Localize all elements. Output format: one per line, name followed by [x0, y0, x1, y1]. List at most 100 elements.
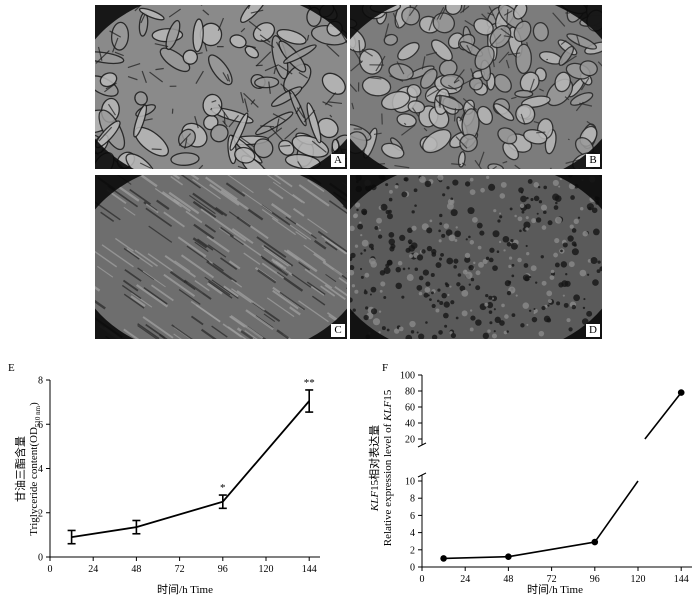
lipid-granule [499, 212, 502, 215]
micrograph-background [350, 175, 602, 339]
fiber-streak [317, 230, 347, 253]
lipid-granule [519, 203, 525, 209]
fiber-streak [230, 314, 264, 339]
lipid-granule [422, 269, 429, 276]
lipid-granule [450, 197, 454, 201]
lipid-granule [395, 266, 402, 273]
fiber-streak [121, 284, 142, 300]
fiber-streak [223, 285, 239, 298]
fiber-streak [292, 193, 306, 204]
lipid-granule [503, 249, 506, 252]
x-tick-label: 48 [503, 574, 513, 585]
fiber-streak [271, 217, 296, 236]
fiber-streak [313, 239, 327, 250]
lipid-granule [550, 269, 555, 274]
lipid-granule [376, 217, 382, 224]
lipid-granule [522, 302, 530, 309]
fiber-streak [183, 280, 196, 291]
chart-f-xlabel: 时间/h Time [527, 583, 583, 596]
cell-edge [580, 77, 590, 91]
cell-edge [352, 48, 363, 64]
fiber-streak [192, 200, 217, 219]
lipid-granule [465, 238, 468, 241]
panel-label-b: B [586, 154, 600, 167]
lipid-granule [562, 242, 568, 248]
cell-edge [505, 59, 510, 69]
fiber-streak [220, 189, 250, 211]
lipid-granule [449, 285, 452, 288]
lipid-granule [449, 331, 453, 335]
cell-edge [461, 77, 475, 86]
fiber-streak [303, 244, 326, 261]
lipid-granule [508, 280, 512, 284]
lipid-granule [599, 266, 602, 272]
chart-e-ylabel-en: Triglyceride content(OD510 nm) [28, 402, 42, 536]
lipid-granule [352, 308, 356, 312]
cell-edge [481, 13, 494, 26]
lipid-granule [423, 292, 429, 298]
cell-edge [195, 52, 203, 55]
lipid-granule [439, 213, 443, 218]
cell-edge [403, 122, 407, 126]
fiber-streak [195, 304, 221, 323]
lipid-granule [363, 314, 369, 321]
cell-edge [423, 127, 428, 132]
fiber-streak [207, 280, 233, 299]
fiber-streak [257, 269, 277, 284]
cell-edge [560, 39, 567, 46]
lipid-granule [479, 230, 485, 236]
lipid-granule [580, 206, 584, 211]
cell-edge [474, 159, 483, 169]
cell-edge [520, 113, 526, 125]
lipid-granule [454, 230, 461, 238]
lipid-granule [380, 281, 386, 287]
lipid-granule [533, 307, 536, 310]
x-tick-label: 96 [218, 564, 228, 575]
lipid-granule [547, 299, 552, 304]
cell-edge [470, 68, 475, 77]
lipid-granule [469, 177, 474, 182]
lipid-granule [571, 304, 577, 310]
fiber-streak [126, 248, 153, 268]
cell-edge [264, 64, 279, 72]
lipid-granule [431, 303, 436, 309]
lipid-granule [429, 298, 432, 302]
series-segment [594, 480, 639, 543]
lipid-granule [468, 283, 471, 286]
lipid-granule [438, 239, 442, 243]
cell-shape [133, 104, 148, 138]
x-tick-label: 144 [674, 574, 689, 585]
fiber-streak [95, 299, 106, 310]
cell-edge [492, 59, 495, 68]
x-tick-label: 72 [547, 574, 557, 585]
cell-edge [421, 56, 426, 70]
lipid-granule [407, 239, 413, 245]
lipid-granule [520, 323, 525, 328]
cell-edge [461, 162, 467, 166]
fiber-streak [325, 273, 337, 283]
fiber-streak [186, 245, 210, 263]
lipid-granule [358, 221, 362, 224]
cell-edge [392, 12, 400, 28]
lipid-granule [413, 188, 418, 193]
lipid-granule [496, 250, 500, 253]
cell-edge [260, 39, 275, 48]
lipid-granule [540, 204, 548, 211]
cell-edge [222, 120, 228, 128]
fiber-streak [204, 276, 231, 296]
cell-shape [514, 89, 534, 98]
chart-e-ylabel-end: ) [28, 402, 40, 406]
fiber-streak [147, 253, 173, 272]
lipid-granule [596, 269, 601, 274]
cell-edge [459, 109, 467, 122]
chart-f-ylabel-en-end: 15 [382, 389, 394, 401]
cell-shape [459, 133, 478, 153]
cell-shape [532, 21, 549, 42]
x-tick-label: 24 [88, 564, 98, 575]
cell-edge [240, 136, 255, 148]
cell-shape [192, 18, 204, 53]
y-tick-label: 80 [405, 387, 415, 398]
lipid-granule [518, 187, 524, 193]
